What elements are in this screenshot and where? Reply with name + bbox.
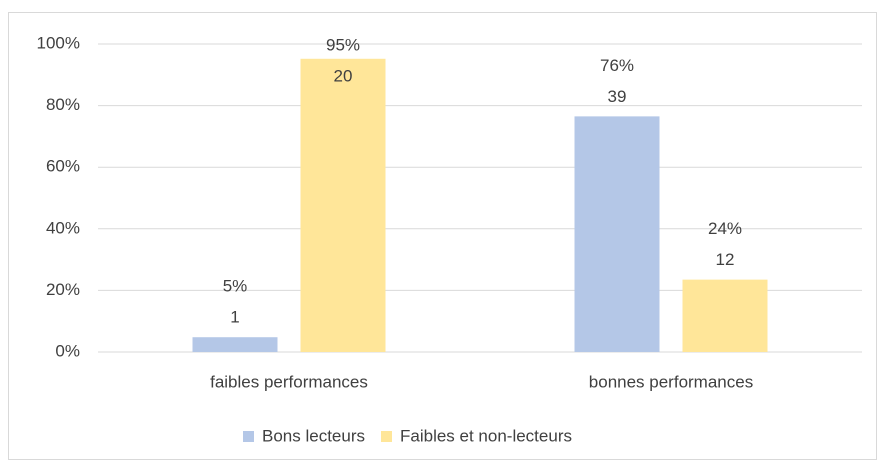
- bar: [682, 279, 768, 352]
- count-label: 20: [334, 66, 353, 85]
- data-label: 95%: [326, 35, 360, 54]
- y-tick-label: 80%: [46, 95, 80, 114]
- count-label: 1: [230, 308, 239, 327]
- legend-label: Bons lecteurs: [262, 426, 365, 445]
- data-label: 76%: [600, 56, 634, 75]
- legend-swatch: [381, 431, 392, 442]
- y-tick-label: 20%: [46, 280, 80, 299]
- count-label: 12: [716, 250, 735, 269]
- legend-swatch: [243, 431, 254, 442]
- data-label: 24%: [708, 219, 742, 238]
- bar: [192, 337, 278, 352]
- legend-label: Faibles et non-lecteurs: [400, 426, 572, 445]
- count-label: 39: [608, 87, 627, 106]
- x-tick-label: faibles performances: [210, 372, 368, 391]
- chart-border: [8, 12, 877, 460]
- y-tick-label: 40%: [46, 218, 80, 237]
- x-tick-label: bonnes performances: [589, 372, 753, 391]
- bar: [574, 116, 660, 352]
- y-tick-label: 60%: [46, 157, 80, 176]
- y-tick-label: 100%: [37, 33, 80, 52]
- data-label: 5%: [223, 277, 248, 296]
- bar: [300, 58, 386, 353]
- y-tick-label: 0%: [55, 341, 80, 360]
